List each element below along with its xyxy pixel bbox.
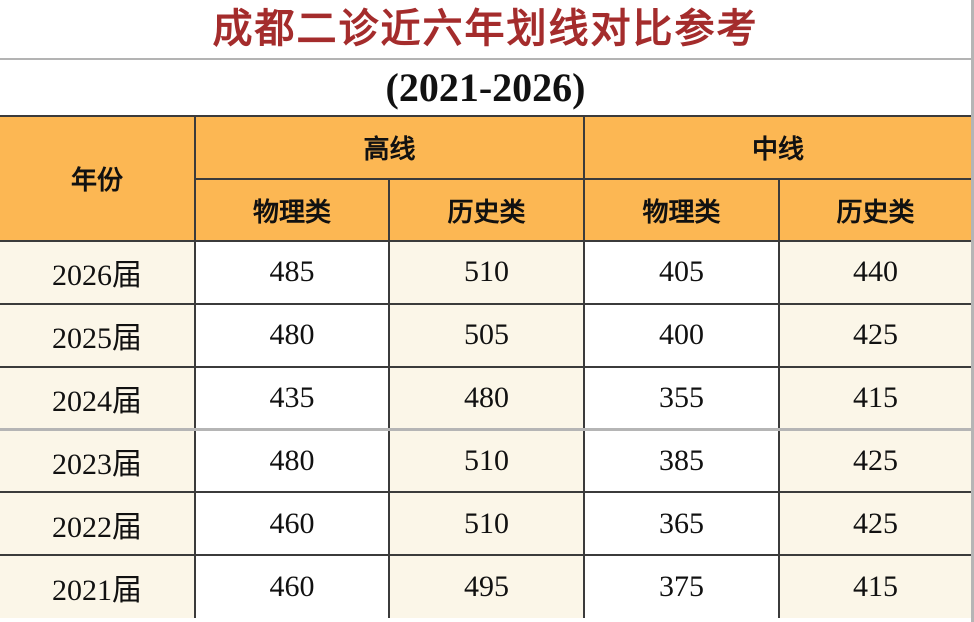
- score-cell: 415: [778, 365, 971, 431]
- score-cell: 425: [778, 427, 971, 494]
- header-sub-row: 物理类 历史类 物理类 历史类: [0, 178, 971, 242]
- year-cell: 2023届: [0, 427, 196, 494]
- score-cell: 400: [583, 302, 781, 368]
- score-table: 年份 高线 中线 物理类 历史类 物理类 历史类 2026届 485 510 4…: [0, 117, 971, 618]
- year-cell: 2024届: [0, 365, 196, 431]
- score-cell: 485: [194, 240, 390, 305]
- score-cell: 355: [583, 365, 781, 431]
- year-cell: 2021届: [0, 554, 196, 618]
- score-cell: 510: [387, 491, 586, 557]
- header-group-mid-line: 中线: [583, 117, 971, 180]
- table-row-2024: 2024届 435 480 355 415: [0, 365, 971, 431]
- score-cell: 460: [194, 491, 390, 557]
- header-high-physics: 物理类: [195, 178, 390, 242]
- score-cell: 385: [583, 427, 781, 494]
- table-row-2023: 2023届 480 510 385 425: [0, 427, 971, 494]
- score-cell: 495: [387, 554, 586, 618]
- score-cell: 480: [387, 365, 586, 431]
- table-row-2025: 2025届 480 505 400 425: [0, 302, 971, 368]
- page-subtitle-text: (2021-2026): [385, 64, 586, 110]
- year-cell: 2026届: [0, 240, 196, 305]
- score-cell: 365: [583, 491, 781, 557]
- score-table-body: 2026届 485 510 405 440 2025届 480 505 400 …: [0, 240, 971, 618]
- table-row-2022: 2022届 460 510 365 425: [0, 491, 971, 557]
- score-cell: 510: [387, 427, 586, 494]
- score-cell: 435: [194, 365, 390, 431]
- score-cell: 505: [387, 302, 586, 368]
- score-cell: 480: [194, 302, 390, 368]
- score-cell: 480: [194, 427, 390, 494]
- page-title: 成都二诊近六年划线对比参考: [0, 0, 971, 60]
- score-cell: 425: [778, 302, 971, 368]
- score-cell: 375: [583, 554, 781, 618]
- header-high-history: 历史类: [387, 178, 586, 242]
- year-cell: 2022届: [0, 491, 196, 557]
- score-cell: 440: [778, 240, 971, 305]
- score-cell: 510: [387, 240, 586, 305]
- year-cell: 2025届: [0, 302, 196, 368]
- header-mid-physics: 物理类: [583, 178, 781, 242]
- header-mid-history: 历史类: [778, 178, 971, 242]
- page-title-text: 成都二诊近六年划线对比参考: [212, 6, 759, 51]
- score-cell: 460: [194, 554, 390, 618]
- score-cell: 425: [778, 491, 971, 557]
- header-group-high-line: 高线: [193, 117, 586, 180]
- table-row-2021: 2021届 460 495 375 415: [0, 554, 971, 618]
- score-cell: 415: [778, 554, 971, 618]
- score-cell: 405: [583, 240, 781, 305]
- score-table-header: 年份 高线 中线 物理类 历史类 物理类 历史类: [0, 117, 971, 242]
- header-group-row: 年份 高线 中线: [0, 117, 971, 242]
- page-subtitle: (2021-2026): [0, 60, 971, 117]
- header-year: 年份: [0, 117, 196, 242]
- table-row-2026: 2026届 485 510 405 440: [0, 240, 971, 305]
